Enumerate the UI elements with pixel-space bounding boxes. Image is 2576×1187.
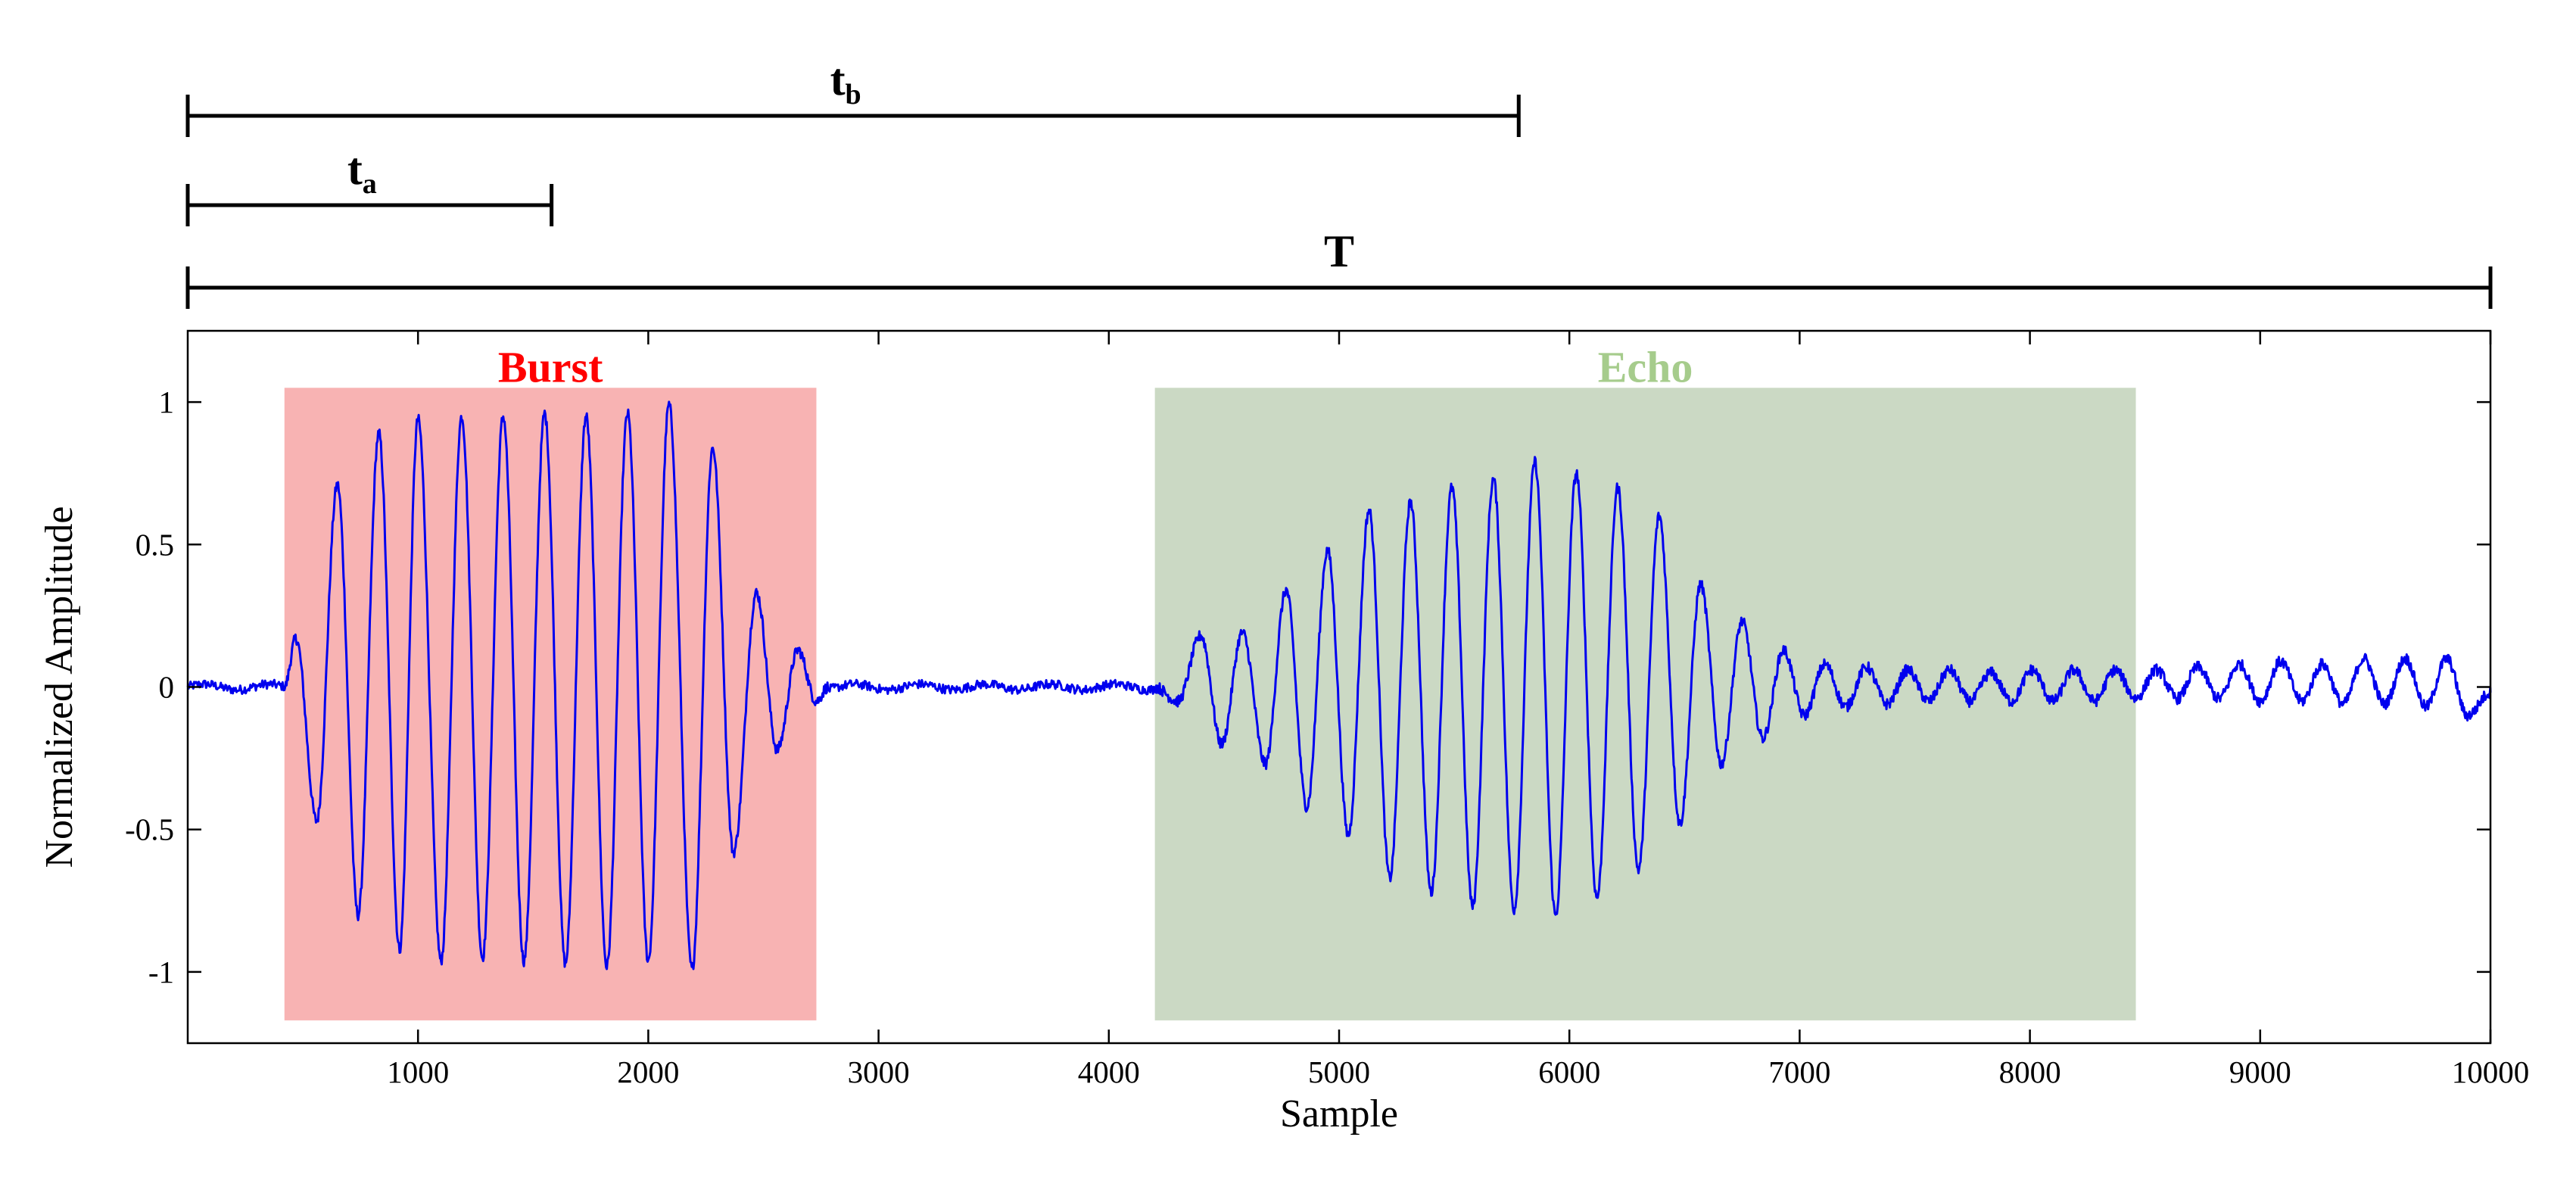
x-tick-label: 3000: [848, 1055, 910, 1089]
x-tick-label: 10000: [2452, 1055, 2530, 1089]
x-tick-label: 8000: [1999, 1055, 2061, 1089]
interval-ta-label: ta: [347, 144, 377, 200]
x-tick-label: 2000: [617, 1055, 679, 1089]
y-tick-label: -1: [148, 955, 174, 989]
x-tick-label: 4000: [1078, 1055, 1140, 1089]
interval-tb-label: tb: [830, 55, 861, 111]
x-tick-label: 9000: [2229, 1055, 2291, 1089]
x-tick-label: 7000: [1768, 1055, 1830, 1089]
x-axis-title: Sample: [1280, 1092, 1398, 1136]
y-axis-title: Normalized Amplitude: [38, 506, 81, 868]
signal-series-line: [186, 400, 2492, 970]
x-tick-label: 6000: [1538, 1055, 1600, 1089]
x-tick-label: 1000: [387, 1055, 449, 1089]
region-echo: [1154, 388, 2136, 1020]
y-tick-label: 1: [159, 385, 175, 419]
x-tick-label: 5000: [1308, 1055, 1370, 1089]
interval-markers: tb ta T: [185, 55, 2493, 309]
y-tick-label: -0.5: [125, 812, 174, 847]
region-label-burst: Burst: [498, 342, 603, 391]
interval-T-label: T: [1324, 226, 1354, 276]
y-tick-label: 0.5: [135, 527, 174, 562]
region-label-echo: Echo: [1598, 342, 1693, 391]
x-axis-ticks: 1000 2000 3000 4000 5000 6000 7000 8000 9000 1000…: [387, 331, 2529, 1089]
y-tick-label: 0: [159, 670, 175, 705]
y-axis-ticks: 1 0.5 0 -0.5 -1: [125, 385, 2490, 989]
